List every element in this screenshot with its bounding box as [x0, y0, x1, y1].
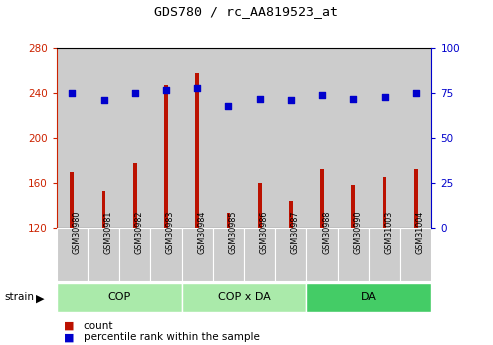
Point [381, 94, 388, 99]
Bar [70, 171, 74, 228]
Point [100, 98, 107, 103]
Text: GSM30986: GSM30986 [260, 210, 269, 254]
Bar [244, 228, 275, 281]
Text: DA: DA [361, 292, 377, 302]
Point [287, 98, 295, 103]
Bar [195, 73, 199, 228]
Text: ■: ■ [64, 333, 74, 342]
Bar [88, 48, 119, 228]
Text: ▶: ▶ [35, 294, 44, 304]
Bar [181, 48, 213, 228]
Text: ■: ■ [64, 321, 74, 331]
Text: strain: strain [4, 293, 34, 302]
Text: GSM31003: GSM31003 [385, 210, 393, 254]
Text: GDS780 / rc_AA819523_at: GDS780 / rc_AA819523_at [154, 5, 339, 18]
Bar [369, 48, 400, 228]
Bar [289, 201, 293, 228]
Text: GSM30983: GSM30983 [166, 210, 175, 254]
Bar [150, 48, 181, 228]
Bar [383, 177, 387, 228]
Text: COP: COP [107, 292, 131, 302]
Text: GSM30980: GSM30980 [72, 210, 81, 254]
Bar [414, 169, 418, 228]
Point [224, 103, 232, 108]
Point [193, 85, 201, 90]
Bar [164, 85, 168, 228]
Bar [369, 228, 400, 281]
Point [318, 92, 326, 98]
Bar [258, 183, 261, 228]
Point [69, 90, 76, 96]
Text: GSM31004: GSM31004 [416, 210, 425, 254]
Bar [119, 228, 150, 281]
Text: GSM30990: GSM30990 [353, 210, 362, 254]
Bar [57, 48, 88, 228]
Text: GSM30984: GSM30984 [197, 210, 206, 254]
Text: GSM30987: GSM30987 [291, 210, 300, 254]
Bar [307, 228, 338, 281]
Bar [119, 48, 150, 228]
Bar [244, 48, 275, 228]
Bar [400, 48, 431, 228]
Text: GSM30988: GSM30988 [322, 210, 331, 254]
Point [162, 87, 170, 92]
Bar [338, 228, 369, 281]
Bar [275, 228, 307, 281]
Bar [88, 228, 119, 281]
Bar [227, 213, 230, 228]
Bar [150, 228, 181, 281]
Point [131, 90, 139, 96]
Bar [181, 228, 213, 281]
Point [256, 96, 264, 101]
Bar [181, 283, 307, 312]
Bar [275, 48, 307, 228]
Bar [57, 228, 88, 281]
Bar [352, 185, 355, 228]
Point [412, 90, 420, 96]
Text: count: count [84, 321, 113, 331]
Bar [307, 48, 338, 228]
Bar [338, 48, 369, 228]
Bar [213, 48, 244, 228]
Text: percentile rank within the sample: percentile rank within the sample [84, 333, 260, 342]
Point [350, 96, 357, 101]
Text: COP x DA: COP x DA [218, 292, 270, 302]
Text: GSM30981: GSM30981 [104, 210, 112, 254]
Bar [133, 162, 137, 228]
Text: GSM30985: GSM30985 [228, 210, 238, 254]
Bar [400, 228, 431, 281]
Bar [57, 283, 181, 312]
Bar [307, 283, 431, 312]
Text: GSM30982: GSM30982 [135, 210, 144, 254]
Bar [102, 191, 106, 228]
Bar [320, 169, 324, 228]
Bar [213, 228, 244, 281]
